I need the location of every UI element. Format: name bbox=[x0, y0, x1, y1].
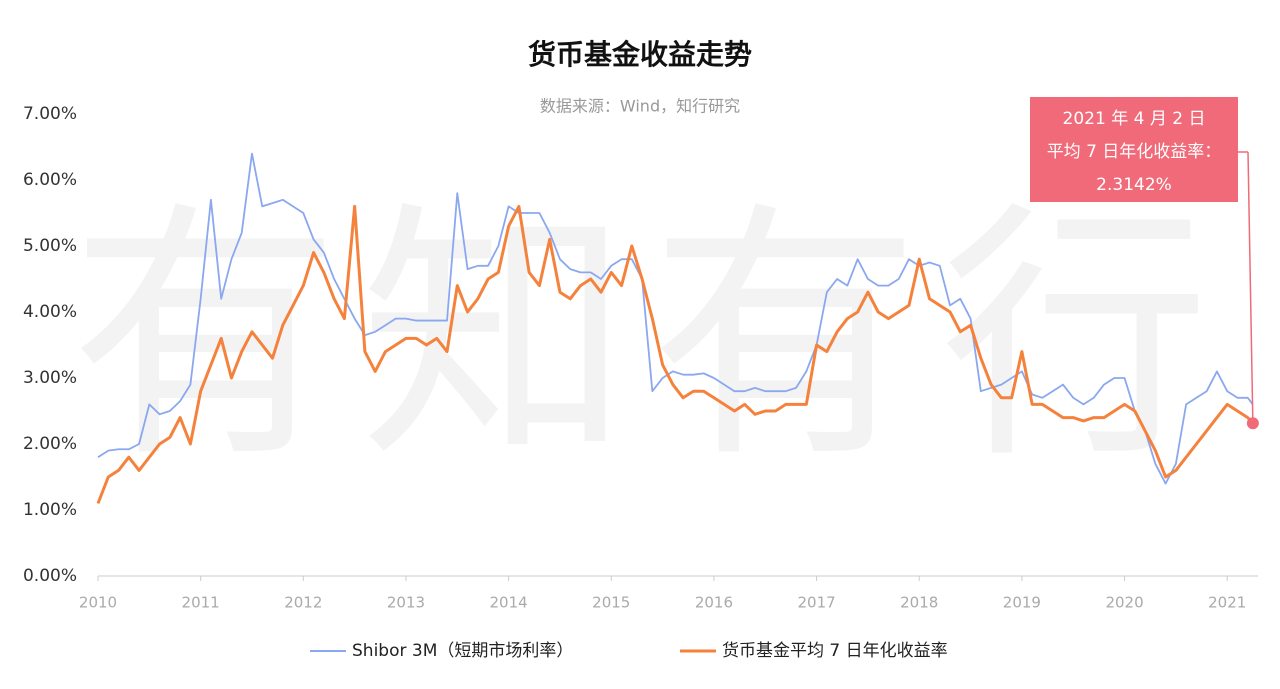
annotation-box bbox=[1030, 97, 1238, 202]
watermark: 有知有行 bbox=[70, 179, 1230, 494]
y-tick-label: 5.00% bbox=[23, 236, 77, 256]
x-tick-label: 2016 bbox=[695, 594, 733, 612]
series-line bbox=[96, 204, 1254, 504]
series-line bbox=[97, 152, 1254, 485]
x-tick-label: 2014 bbox=[490, 594, 528, 612]
x-tick-label: 2019 bbox=[1003, 594, 1041, 612]
chart-subtitle: 数据来源：Wind，知行研究 bbox=[540, 97, 740, 116]
annotation-connector bbox=[1247, 151, 1254, 424]
y-tick-label: 2.00% bbox=[23, 434, 77, 454]
x-tick-label: 2021 bbox=[1208, 594, 1246, 612]
legend-label: Shibor 3M（短期市场利率） bbox=[352, 641, 573, 661]
x-tick-label: 2017 bbox=[797, 594, 835, 612]
x-tick-label: 2010 bbox=[79, 594, 117, 612]
annotation-text: 平均 7 日年化收益率： bbox=[1047, 142, 1222, 162]
y-tick-label: 1.00% bbox=[23, 500, 77, 520]
y-tick-label: 6.00% bbox=[23, 170, 77, 190]
chart-title: 货币基金收益走势 bbox=[528, 38, 752, 71]
annotation-text: 2021 年 4 月 2 日 bbox=[1063, 109, 1206, 129]
y-tick-label: 3.00% bbox=[23, 368, 77, 388]
legend-label: 货币基金平均 7 日年化收益率 bbox=[722, 641, 948, 661]
end-point bbox=[1246, 417, 1259, 430]
y-tick-label: 0.00% bbox=[23, 566, 77, 586]
x-tick-label: 2011 bbox=[182, 594, 220, 612]
y-tick-label: 4.00% bbox=[23, 302, 77, 322]
x-tick-label: 2020 bbox=[1105, 594, 1143, 612]
x-tick-label: 2015 bbox=[592, 594, 630, 612]
x-tick-label: 2013 bbox=[387, 594, 425, 612]
x-tick-label: 2018 bbox=[900, 594, 938, 612]
y-tick-label: 7.00% bbox=[23, 104, 77, 124]
annotation-text: 2.3142% bbox=[1096, 175, 1172, 195]
x-tick-label: 2012 bbox=[284, 594, 322, 612]
